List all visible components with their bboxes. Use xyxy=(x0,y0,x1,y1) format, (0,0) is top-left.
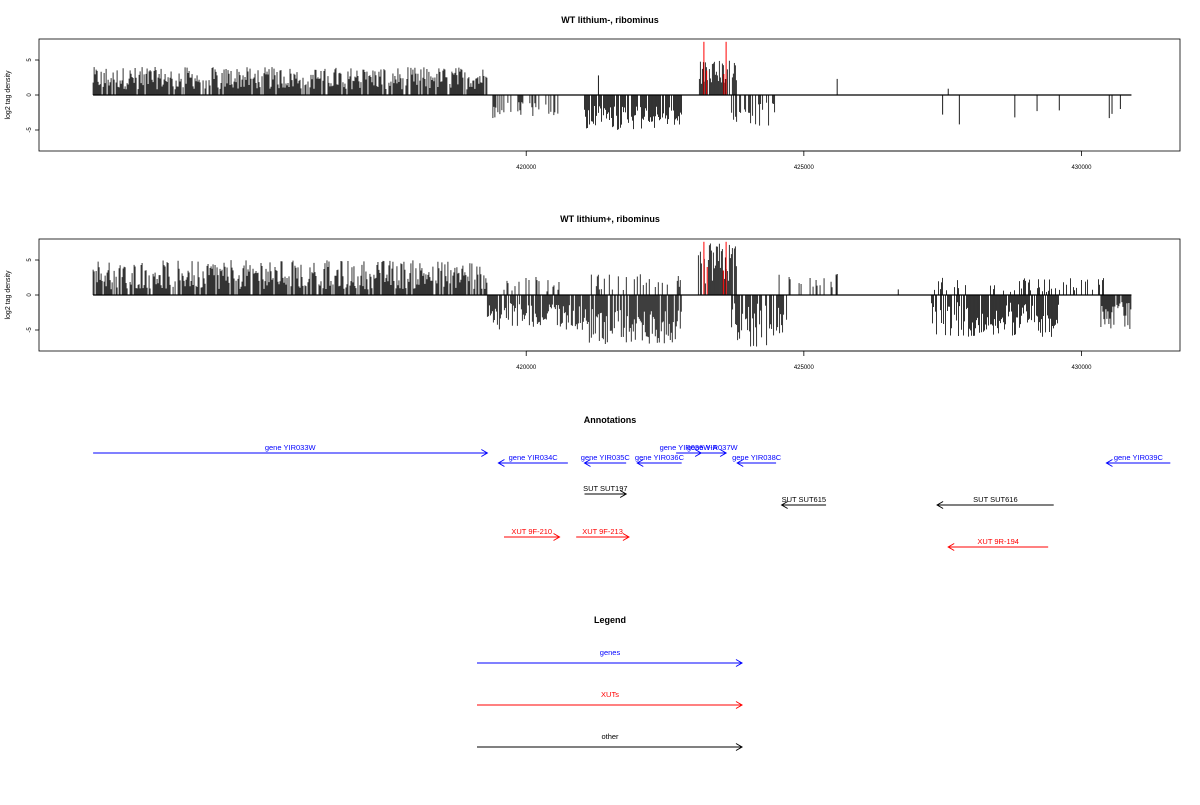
y-tick-label: -5 xyxy=(27,327,33,333)
x-tick-label: 420000 xyxy=(516,165,537,171)
x-tick-label: 425000 xyxy=(794,165,815,171)
annotation-feature: gene YIR038C xyxy=(732,453,782,467)
annotations-title: Annotations xyxy=(584,415,637,425)
annotation-label: SUT SUT197 xyxy=(583,484,627,493)
signal-bars xyxy=(92,60,1121,130)
annotation-feature: gene YIR035C xyxy=(581,453,631,467)
y-axis: -5 0 5 xyxy=(27,58,40,133)
x-tick-label: 420000 xyxy=(516,365,537,371)
highlight-bars xyxy=(703,41,727,95)
y-tick-label: 0 xyxy=(27,293,33,297)
x-tick-label: 430000 xyxy=(1071,365,1092,371)
y-axis-label: log2 tag density xyxy=(5,70,12,120)
arrow-head xyxy=(736,459,744,467)
annotation-feature: gene YIR037W xyxy=(687,443,739,457)
arrow-head xyxy=(553,533,561,541)
annotation-label: SUT SUT616 xyxy=(973,495,1017,504)
annotation-feature: SUT SUT616 xyxy=(936,495,1054,509)
arrow-head xyxy=(636,459,644,467)
arrow-head xyxy=(497,459,505,467)
legend-item: genes xyxy=(477,648,743,667)
arrow-head xyxy=(735,659,743,667)
annotation-feature: gene YIR033W xyxy=(93,443,489,457)
y-tick-label: 0 xyxy=(27,93,33,97)
annotation-label: gene YIR035C xyxy=(581,453,631,462)
y-tick-label: -5 xyxy=(27,127,33,133)
arrow-head xyxy=(936,501,944,509)
annotation-feature: XUT 9F-213 xyxy=(576,527,630,541)
legend-title: Legend xyxy=(594,615,626,625)
highlight-bars xyxy=(703,241,727,295)
annotation-label: gene YIR033W xyxy=(265,443,317,452)
annotation-feature: XUT 9R-194 xyxy=(947,537,1049,551)
y-axis: -5 0 5 xyxy=(27,258,40,333)
annotation-label: gene YIR039C xyxy=(1114,453,1164,462)
annotation-label: gene YIR038C xyxy=(732,453,782,462)
arrow-head xyxy=(735,743,743,751)
x-tick-label: 430000 xyxy=(1071,165,1092,171)
arrow-head xyxy=(719,449,728,457)
annotation-label: XUT 9R-194 xyxy=(977,537,1019,546)
arrow-head xyxy=(622,533,630,541)
legend-item: other xyxy=(477,732,743,751)
arrow-head xyxy=(735,701,743,709)
y-tick-label: 5 xyxy=(27,258,33,262)
x-axis: 420000 425000 430000 xyxy=(516,350,1092,371)
track-panel-lithium-plus: WT lithium+, ribominus log2 tag density … xyxy=(5,214,1181,371)
annotation-features: gene YIR033W gene YIR034C gene YIR035C gene… xyxy=(93,443,1171,551)
arrow-head xyxy=(780,501,788,509)
track-panel-lithium-minus: WT lithium-, ribominus log2 tag density … xyxy=(5,15,1181,171)
y-axis-label: log2 tag density xyxy=(5,270,12,320)
annotation-feature: gene YIR036C xyxy=(635,453,685,467)
annotation-label: gene YIR036W-A xyxy=(660,443,718,452)
annotation-label: gene YIR034C xyxy=(509,453,559,462)
annotation-label: XUT 9F-210 xyxy=(511,527,552,536)
arrow-head xyxy=(947,543,955,551)
legend-items: genes XUTs other xyxy=(477,648,743,751)
legend-label: other xyxy=(601,732,619,741)
legend-label: genes xyxy=(600,648,621,657)
annotation-feature: SUT SUT615 xyxy=(780,495,826,509)
arrow-head xyxy=(1105,459,1113,467)
x-tick-label: 425000 xyxy=(794,365,815,371)
annotation-label: XUT 9F-213 xyxy=(582,527,623,536)
annotation-feature: gene YIR039C xyxy=(1105,453,1171,467)
signal-bars xyxy=(92,243,1132,347)
legend-item: XUTs xyxy=(477,690,743,709)
arrow-head xyxy=(481,449,489,457)
legend-label: XUTs xyxy=(601,690,619,699)
y-tick-label: 5 xyxy=(27,58,33,62)
annotation-feature: XUT 9F-210 xyxy=(504,527,561,541)
annotation-feature: SUT SUT197 xyxy=(583,484,628,498)
x-axis: 420000 425000 430000 xyxy=(516,150,1092,171)
annotation-label: gene YIR037W xyxy=(687,443,739,452)
annotation-feature: gene YIR034C xyxy=(497,453,568,467)
annotation-label: SUT SUT615 xyxy=(782,495,826,504)
track-title: WT lithium+, ribominus xyxy=(560,214,660,224)
annotation-label: gene YIR036C xyxy=(635,453,685,462)
arrow-head xyxy=(619,490,628,498)
track-title: WT lithium-, ribominus xyxy=(561,15,659,25)
legend-panel: Legend genes XUTs other xyxy=(477,615,743,751)
arrow-head xyxy=(583,459,591,467)
